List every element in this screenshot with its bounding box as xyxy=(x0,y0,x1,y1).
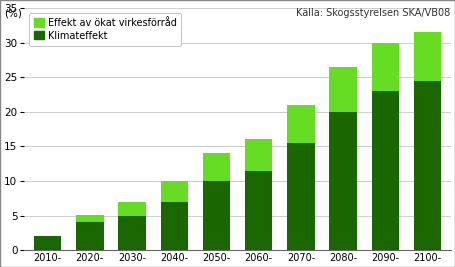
Bar xyxy=(414,32,441,81)
Bar xyxy=(161,202,188,250)
Bar xyxy=(76,215,104,222)
Bar xyxy=(329,67,357,112)
Bar xyxy=(372,91,399,250)
Bar xyxy=(203,181,230,250)
Text: Källa: Skogsstyrelsen SKA/VB08: Källa: Skogsstyrelsen SKA/VB08 xyxy=(296,8,450,18)
Bar xyxy=(76,222,104,250)
Bar xyxy=(118,202,146,215)
Bar xyxy=(414,81,441,250)
Bar xyxy=(245,171,273,250)
Bar xyxy=(287,105,315,143)
Bar xyxy=(245,139,273,171)
Bar xyxy=(372,43,399,91)
Legend: Effekt av ökat virkesförråd, Klimateffekt: Effekt av ökat virkesförråd, Klimateffek… xyxy=(29,13,182,46)
Text: (%): (%) xyxy=(5,8,22,18)
Bar xyxy=(161,181,188,202)
Bar xyxy=(34,236,61,250)
Bar xyxy=(203,153,230,181)
Bar xyxy=(329,112,357,250)
Bar xyxy=(118,215,146,250)
Bar xyxy=(287,143,315,250)
